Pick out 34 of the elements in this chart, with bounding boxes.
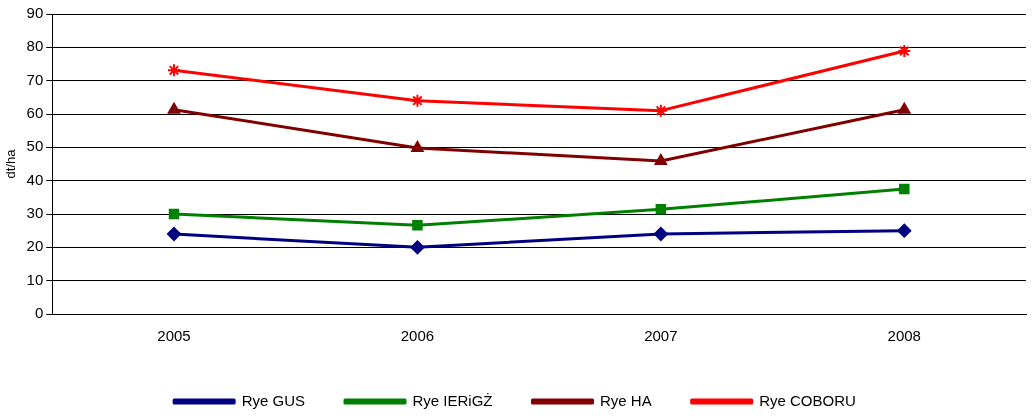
point bbox=[167, 63, 181, 78]
point bbox=[897, 44, 912, 58]
point bbox=[412, 220, 423, 231]
point bbox=[167, 102, 181, 114]
x-tick-label: 2008 bbox=[887, 327, 921, 345]
point bbox=[410, 240, 425, 255]
y-tick-label: 30 bbox=[26, 204, 44, 222]
legend-label: Rye HA bbox=[600, 391, 652, 409]
y-tick-label: 60 bbox=[26, 104, 44, 122]
point bbox=[653, 227, 668, 241]
legend-label: Rye GUS bbox=[241, 391, 305, 409]
point bbox=[410, 93, 425, 108]
legend-label: Rye COBORU bbox=[759, 391, 856, 409]
y-tick-label: 40 bbox=[26, 170, 44, 188]
y-axis-title: dt/ha bbox=[3, 148, 19, 179]
point bbox=[898, 102, 911, 114]
x-tick-label: 2005 bbox=[157, 327, 191, 345]
y-tick-label: 0 bbox=[34, 304, 44, 322]
point bbox=[655, 204, 667, 215]
y-tick-label: 50 bbox=[26, 137, 44, 155]
y-tick-label: 80 bbox=[26, 37, 44, 55]
y-tick-label: 90 bbox=[26, 4, 44, 22]
y-tick-label: 20 bbox=[26, 237, 44, 255]
point bbox=[168, 208, 180, 220]
x-tick-label: 2007 bbox=[644, 327, 678, 345]
point bbox=[411, 141, 424, 152]
point bbox=[654, 154, 668, 165]
legend-label: Rye IERiGŻ bbox=[412, 391, 493, 409]
x-tick-label: 2006 bbox=[400, 327, 435, 345]
point bbox=[167, 227, 181, 241]
point bbox=[899, 183, 910, 195]
point bbox=[897, 223, 912, 238]
y-tick-label: 70 bbox=[26, 70, 44, 88]
y-tick-label: 10 bbox=[26, 270, 44, 288]
